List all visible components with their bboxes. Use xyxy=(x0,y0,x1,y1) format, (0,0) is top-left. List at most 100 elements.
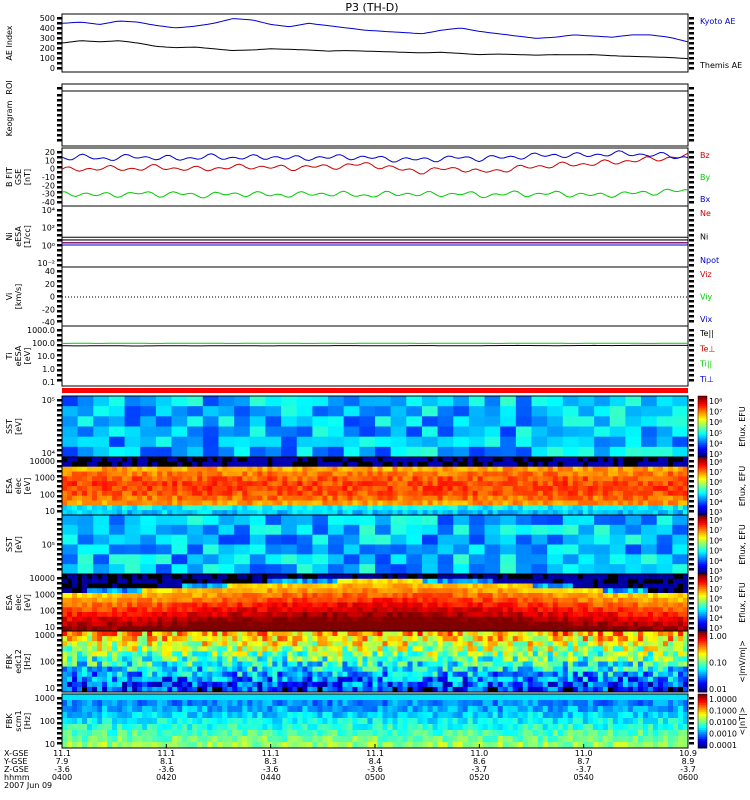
spectrogram-cell xyxy=(532,626,539,632)
spectrogram-cell xyxy=(512,510,519,516)
spectrogram-cell xyxy=(612,476,619,482)
spectrogram-cell xyxy=(197,495,203,501)
spectrogram-cell xyxy=(67,481,73,487)
spectrogram-cell xyxy=(347,574,353,580)
spectrogram-cell xyxy=(427,646,433,652)
spectrogram-cell xyxy=(387,656,393,662)
spectrogram-cell xyxy=(227,671,233,678)
spectrogram-cell xyxy=(77,446,94,458)
spectrogram-cell xyxy=(342,486,348,492)
spectrogram-cell xyxy=(367,681,373,688)
spectrogram-cell xyxy=(437,593,444,599)
spectrogram-cell xyxy=(282,495,288,501)
spectrogram-cell xyxy=(532,616,539,622)
spectrogram-cell xyxy=(357,602,363,608)
spectrogram-cell xyxy=(367,607,373,613)
spectrogram-cell xyxy=(562,436,579,448)
spectrogram-cell xyxy=(132,505,138,511)
spectrogram-cell xyxy=(217,476,223,482)
spectrogram-cell xyxy=(422,641,428,647)
spectrogram-cell xyxy=(262,476,268,482)
colorbar-cell xyxy=(698,566,707,569)
spectrogram-cell xyxy=(347,636,353,642)
spectrogram-cell xyxy=(137,646,143,652)
spectrogram-cell xyxy=(392,578,398,584)
spectrogram-cell xyxy=(117,500,123,506)
spectrogram-cell xyxy=(187,466,193,472)
colorbar-cell xyxy=(698,627,707,630)
spectrogram-cell xyxy=(472,666,479,673)
spectrogram-cell xyxy=(222,490,228,497)
spectrogram-cell xyxy=(447,461,454,468)
spectrogram-cell xyxy=(578,426,595,438)
y-tick-label: 300 xyxy=(40,34,55,43)
spectrogram-cell xyxy=(437,510,444,516)
spectrogram-cell xyxy=(642,486,649,492)
spectrogram-cell xyxy=(167,505,173,511)
spectrogram-cell xyxy=(107,676,113,683)
spectrogram-cell xyxy=(482,495,489,501)
spectrogram-cell xyxy=(207,588,213,594)
spectrogram-cell xyxy=(572,471,579,477)
spectrogram-cell xyxy=(512,626,519,632)
spectrogram-cell xyxy=(287,597,293,603)
spectrogram-cell xyxy=(327,505,333,511)
right-tick xyxy=(689,244,694,247)
spectrogram-cell xyxy=(237,588,243,594)
spectrogram-cell xyxy=(97,510,103,516)
spectrogram-cell xyxy=(387,500,393,506)
spectrogram-cell xyxy=(142,686,148,693)
spectrogram-cell xyxy=(392,597,398,603)
spectrogram-cell xyxy=(67,661,73,667)
spectrogram-cell xyxy=(468,416,485,427)
spectrogram-cell xyxy=(642,461,649,468)
spectrogram-cell xyxy=(155,436,172,448)
spectrogram-cell xyxy=(242,578,248,584)
spectrogram-cell xyxy=(377,651,383,657)
spectrogram-cell xyxy=(502,602,509,608)
spectrogram-cell xyxy=(612,621,619,627)
spectrogram-cell xyxy=(82,681,88,688)
spectrogram-cell xyxy=(207,505,213,511)
spectrogram-cell xyxy=(62,621,68,627)
spectrogram-cell xyxy=(682,500,689,506)
spectrogram-cell xyxy=(92,574,98,580)
spectrogram-cell xyxy=(421,436,438,448)
spectrogram-cell xyxy=(222,631,228,637)
spectrogram-cell xyxy=(452,583,459,589)
right-tick xyxy=(689,109,694,112)
spectrogram-cell xyxy=(62,656,68,662)
spectrogram-cell xyxy=(142,666,148,673)
spectrogram-cell xyxy=(417,656,423,662)
spectrogram-cell xyxy=(117,490,123,497)
spectrogram-cell xyxy=(677,505,684,511)
spectrogram-cell xyxy=(467,471,474,477)
spectrogram-cell xyxy=(242,597,248,603)
spectrogram-cell xyxy=(375,396,392,407)
right-tick xyxy=(689,264,694,267)
spectrogram-cell xyxy=(667,574,674,580)
spectrogram-cell xyxy=(342,607,348,613)
spectrogram-cell xyxy=(407,631,413,637)
spectrogram-cell xyxy=(342,636,348,642)
spectrogram-cell xyxy=(547,510,554,516)
spectrogram-cell xyxy=(452,466,459,472)
spectrogram-cell xyxy=(277,510,283,516)
spectrogram-cell xyxy=(292,661,298,667)
spectrogram-cell xyxy=(282,583,288,589)
spectrogram-cell xyxy=(207,666,213,673)
spectrogram-cell xyxy=(107,661,113,667)
spectrogram-cell xyxy=(112,583,118,589)
spectrogram-cell xyxy=(67,666,73,673)
spectrogram-cell xyxy=(587,461,594,468)
spectrogram-cell xyxy=(627,616,634,622)
spectrogram-cell xyxy=(232,607,238,613)
spectrogram-cell xyxy=(406,524,423,536)
colorbar-cell xyxy=(698,396,707,399)
spectrogram-cell xyxy=(337,646,343,652)
spectrogram-cell xyxy=(442,602,449,608)
spectrogram-cell xyxy=(77,597,83,603)
spectrogram-cell xyxy=(187,446,204,458)
spectrogram-cell xyxy=(112,602,118,608)
spectrogram-cell xyxy=(207,612,213,618)
